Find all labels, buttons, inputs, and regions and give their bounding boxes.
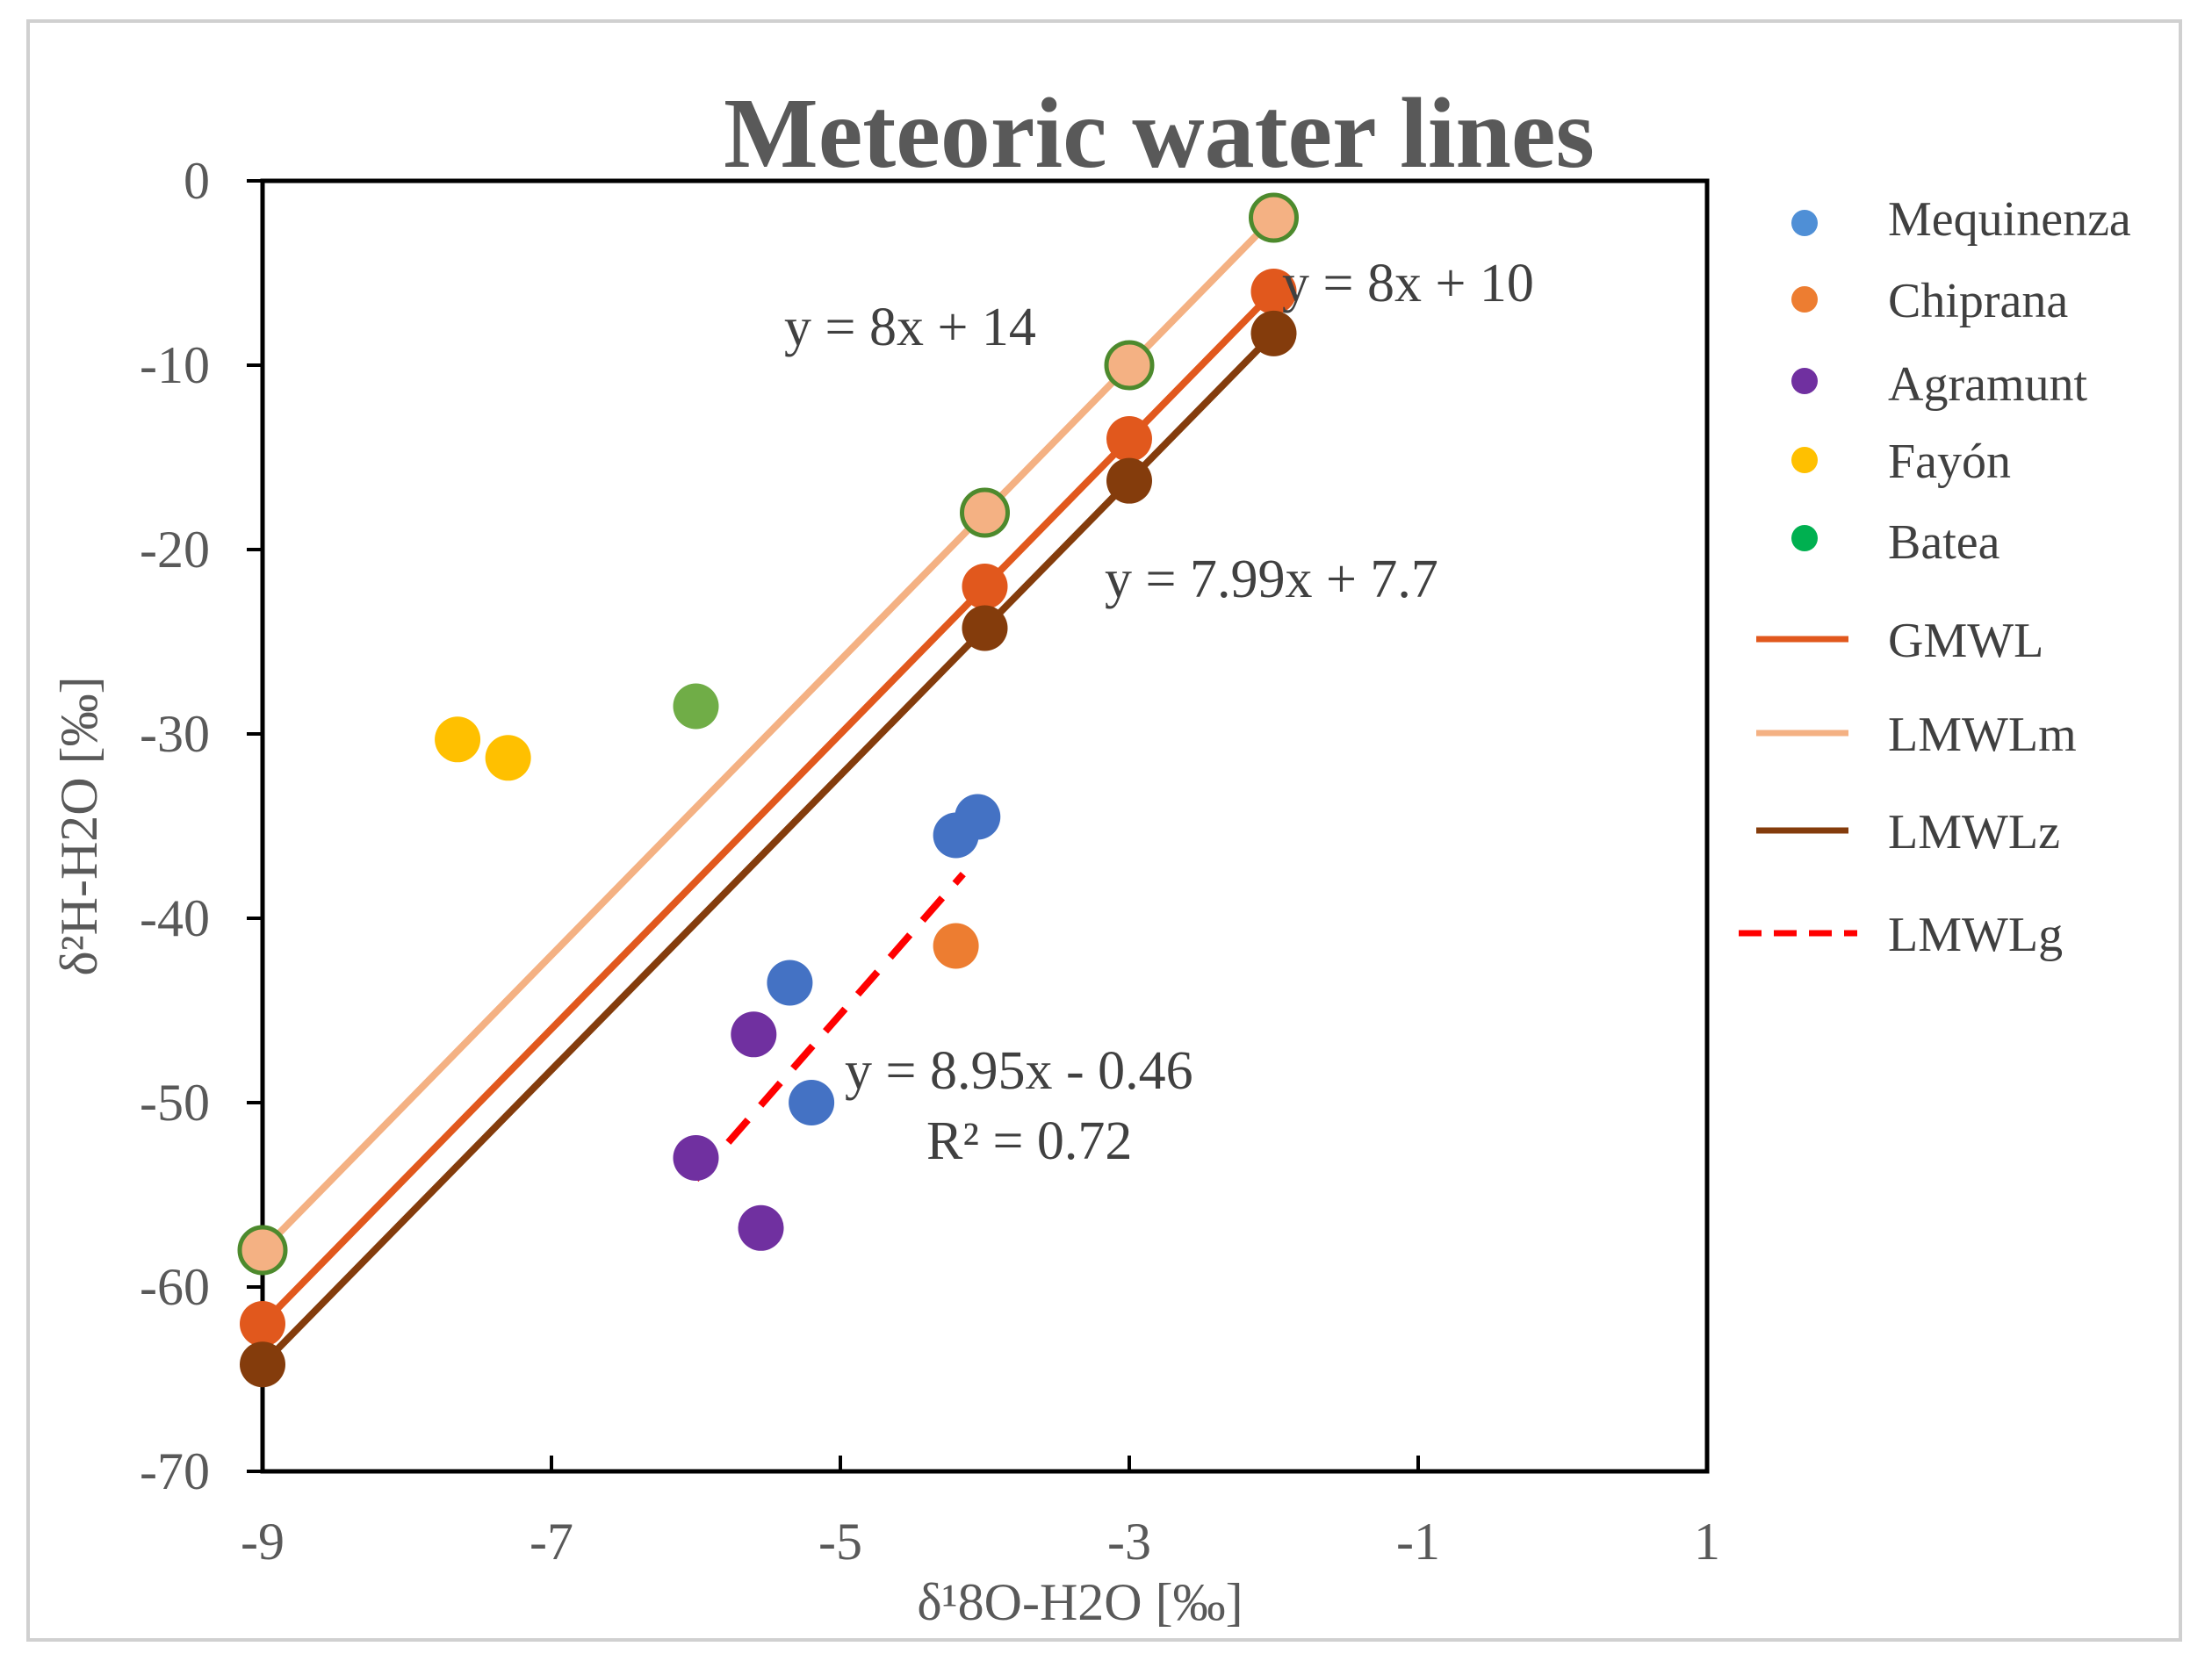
legend-marker-agramunt — [1791, 368, 1818, 394]
y-tick-label: -30 — [140, 705, 210, 763]
line-point-lmwlm — [237, 1225, 288, 1276]
x-tick-label: 1 — [1694, 1513, 1720, 1571]
x-axis: -9 -7 -5 -3 -1 1 — [241, 1456, 1720, 1571]
y-tick-label: -70 — [140, 1442, 210, 1500]
legend-label-fayon: Fayón — [1888, 435, 2011, 489]
point-mequinenza — [789, 1080, 835, 1125]
x-tick-label: -9 — [241, 1513, 285, 1571]
y-axis-label: δ²H-H2O [‰] — [50, 676, 108, 975]
y-axis: 0 -10 -20 -30 -40 -50 -60 -70 — [140, 152, 263, 1500]
y-tick-label: -40 — [140, 889, 210, 947]
annotation-gmwl: y = 8x + 10 — [1282, 254, 1534, 313]
point-agramunt — [673, 1135, 719, 1181]
point-agramunt — [731, 1011, 777, 1058]
line-point-lmwlz — [1106, 457, 1152, 504]
y-tick-label: -50 — [140, 1074, 210, 1132]
line-point-gmwl — [240, 1301, 285, 1347]
chart-title: Meteoric water lines — [724, 77, 1595, 189]
annotation-lmwlg: y = 8.95x - 0.46 — [845, 1041, 1193, 1101]
point-mequinenza — [955, 794, 1001, 840]
annotation-r2: R² = 0.72 — [926, 1111, 1132, 1171]
line-lmwlz — [259, 329, 1278, 1369]
legend-label-gmwl: GMWL — [1888, 614, 2043, 668]
plot-area — [260, 178, 1710, 1474]
legend-label-lmwlm: LMWLm — [1888, 708, 2077, 762]
point-fayon — [435, 716, 481, 763]
legend-label-chiprana: Chiprana — [1888, 274, 2068, 328]
x-tick-label: -7 — [530, 1513, 573, 1571]
y-tick-label: -60 — [140, 1258, 210, 1316]
annotation-lmwlz: y = 7.99x + 7.7 — [1105, 550, 1438, 609]
x-tick-label: -1 — [1396, 1513, 1440, 1571]
legend-marker-mequinenza — [1791, 210, 1818, 236]
annotation-lmwlm: y = 8x + 14 — [784, 298, 1036, 357]
legend: Mequinenza Chiprana Agramunt Fayón Batea… — [1739, 192, 2131, 962]
legend-label-agramunt: Agramunt — [1888, 357, 2088, 412]
point-batea — [673, 683, 719, 730]
line-point-lmwlz — [1250, 310, 1297, 356]
legend-marker-batea — [1791, 525, 1818, 551]
legend-label-lmwlz: LMWLz — [1888, 805, 2060, 859]
line-point-lmwlm — [1104, 340, 1155, 391]
line-point-gmwl — [1106, 416, 1152, 462]
y-tick-label: -10 — [140, 336, 210, 394]
line-point-lmwlm — [960, 487, 1010, 538]
line-point-gmwl — [962, 564, 1008, 609]
legend-marker-fayon — [1791, 447, 1818, 473]
line-lmwlm — [259, 214, 1278, 1254]
data-points — [237, 192, 1299, 1388]
legend-marker-chiprana — [1791, 286, 1818, 313]
point-agramunt — [738, 1204, 784, 1251]
legend-label-lmwlg: LMWLg — [1888, 908, 2063, 962]
x-axis-label: δ¹8O-H2O [‰] — [917, 1573, 1243, 1631]
point-mequinenza — [767, 960, 813, 1006]
line-point-lmwlz — [240, 1341, 285, 1388]
point-chiprana — [933, 923, 979, 969]
line-lmwlg — [693, 871, 966, 1182]
line-point-gmwl — [1250, 269, 1297, 314]
point-fayon — [485, 735, 531, 781]
line-point-lmwlz — [962, 605, 1008, 651]
y-tick-label: -20 — [140, 521, 210, 579]
line-gmwl — [259, 288, 1278, 1327]
x-tick-label: -5 — [818, 1513, 862, 1571]
y-tick-label: 0 — [184, 152, 210, 210]
regression-lines — [259, 214, 1278, 1369]
x-tick-label: -3 — [1107, 1513, 1151, 1571]
legend-label-batea: Batea — [1888, 515, 2000, 570]
legend-label-mequinenza: Mequinenza — [1888, 192, 2131, 247]
line-point-lmwlm — [1249, 192, 1299, 243]
